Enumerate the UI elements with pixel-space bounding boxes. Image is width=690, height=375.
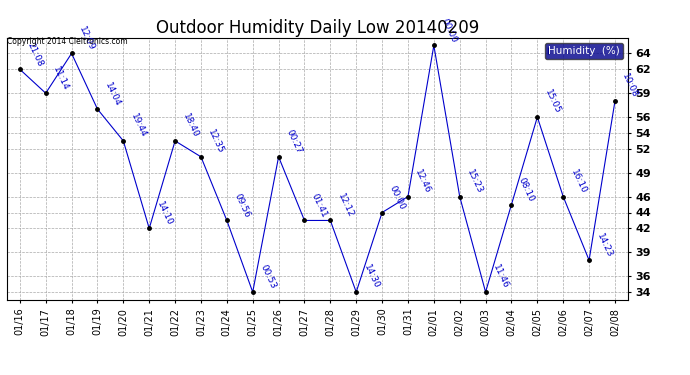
Title: Outdoor Humidity Daily Low 20140209: Outdoor Humidity Daily Low 20140209 <box>156 20 479 38</box>
Text: 14:10: 14:10 <box>155 200 174 227</box>
Text: 00:53: 00:53 <box>258 263 277 291</box>
Text: 16:10: 16:10 <box>569 168 588 195</box>
Text: 12:09: 12:09 <box>77 25 96 52</box>
Text: 00:27: 00:27 <box>284 128 303 155</box>
Text: 21:08: 21:08 <box>26 41 44 68</box>
Text: Copyright 2014 Cleltronics.com: Copyright 2014 Cleltronics.com <box>7 38 128 46</box>
Text: 09:56: 09:56 <box>233 192 251 219</box>
Text: 10:08: 10:08 <box>620 72 640 100</box>
Text: 01:41: 01:41 <box>310 192 329 219</box>
Legend: Humidity  (%): Humidity (%) <box>544 43 622 59</box>
Text: 14:04: 14:04 <box>103 81 122 108</box>
Text: 00:00: 00:00 <box>388 184 406 211</box>
Text: 18:40: 18:40 <box>181 112 199 140</box>
Text: 14:30: 14:30 <box>362 264 381 291</box>
Text: 19:44: 19:44 <box>129 112 148 140</box>
Text: 15:23: 15:23 <box>465 168 484 195</box>
Text: 12:46: 12:46 <box>413 168 433 195</box>
Text: 12:35: 12:35 <box>206 128 226 155</box>
Text: 15:05: 15:05 <box>543 88 562 116</box>
Text: 12:12: 12:12 <box>336 192 355 219</box>
Text: 11:14: 11:14 <box>51 64 70 92</box>
Text: 08:10: 08:10 <box>517 176 536 203</box>
Text: 11:46: 11:46 <box>491 264 510 291</box>
Text: 00:00: 00:00 <box>440 17 458 44</box>
Text: 14:23: 14:23 <box>595 232 613 259</box>
